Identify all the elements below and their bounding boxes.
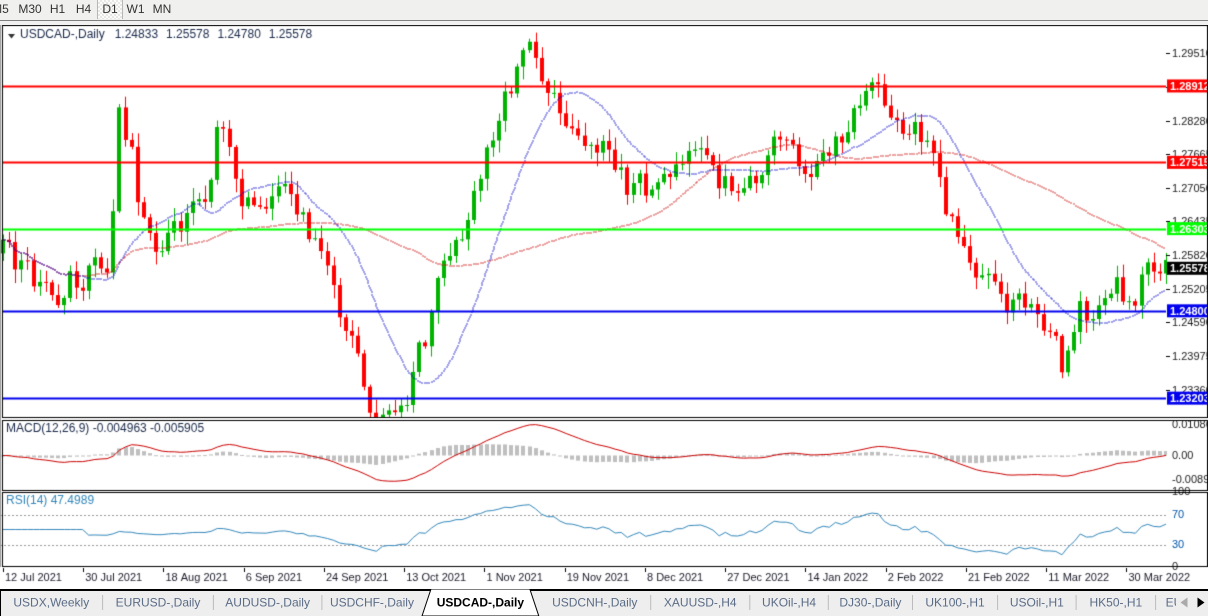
svg-text:USDCNH-,Daily: USDCNH-,Daily	[552, 596, 637, 610]
svg-text:USDX,Weekly: USDX,Weekly	[13, 596, 89, 610]
svg-text:AUDUSD-,Daily: AUDUSD-,Daily	[225, 596, 310, 610]
svg-text:HK50-,H1: HK50-,H1	[1090, 596, 1143, 610]
svg-text:EURUSD-,Daily: EURUSD-,Daily	[116, 596, 201, 610]
svg-text:USDCHF-,Daily: USDCHF-,Daily	[330, 596, 414, 610]
svg-text:USDCAD-,Daily: USDCAD-,Daily	[437, 596, 525, 610]
svg-text:DJ30-,Daily: DJ30-,Daily	[839, 596, 901, 610]
svg-text:UKOil-,H4: UKOil-,H4	[762, 596, 816, 610]
svg-text:USOil-,H1: USOil-,H1	[1010, 596, 1064, 610]
svg-text:UK100-,H1: UK100-,H1	[925, 596, 985, 610]
svg-text:XAUUSD-,H4: XAUUSD-,H4	[664, 596, 737, 610]
